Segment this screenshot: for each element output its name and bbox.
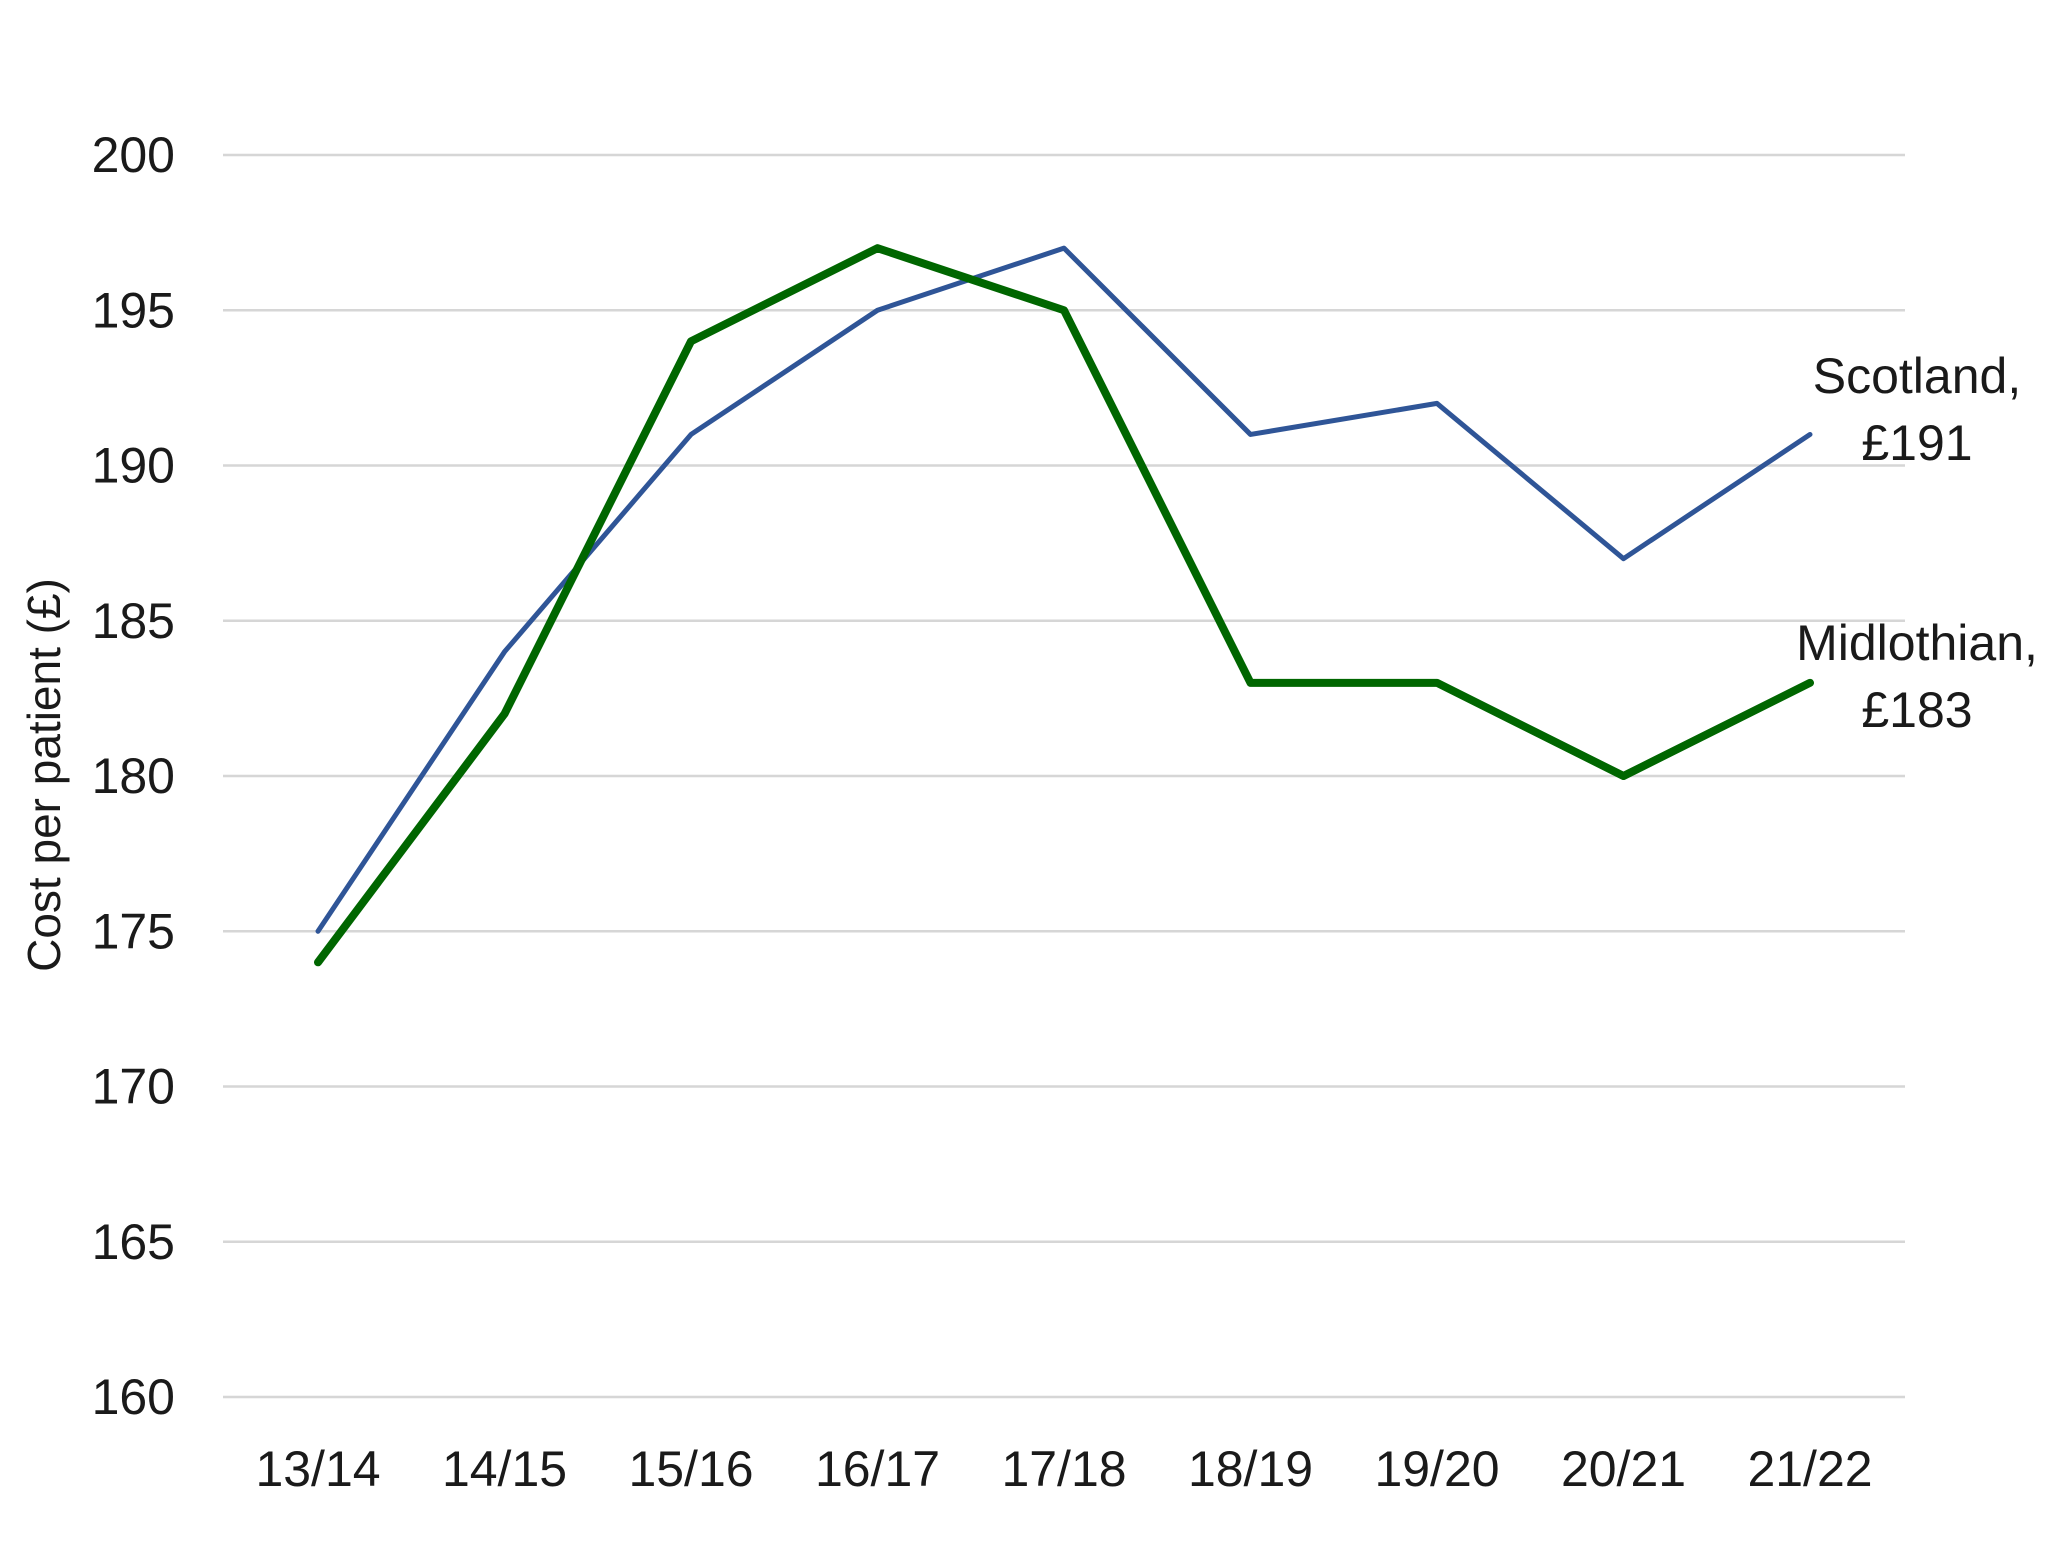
x-tick-label: 16/17 [815,1441,940,1497]
x-tick-label: 21/22 [1747,1441,1872,1497]
annotation-scotland-name: Scotland, [1813,348,2021,404]
y-tick-label: 190 [92,438,175,494]
annotation-midlothian-name: Midlothian, [1796,615,2038,671]
series-line-scotland [318,248,1810,931]
x-tick-label: 17/18 [1001,1441,1126,1497]
y-tick-label: 180 [92,748,175,804]
x-tick-label: 20/21 [1561,1441,1686,1497]
y-axis-title: Cost per patient (£) [18,578,70,972]
gridlines [223,155,1905,1397]
y-tick-label: 185 [92,593,175,649]
y-tick-label: 160 [92,1369,175,1425]
x-axis-tick-labels: 13/14 14/15 15/16 16/17 17/18 18/19 19/20 20/21… [255,1441,1872,1497]
end-annotations: Scotland, £191 Midlothian, £183 [1796,348,2038,738]
x-tick-label: 19/20 [1374,1441,1499,1497]
annotation-scotland-value: £191 [1861,415,1972,471]
y-tick-label: 175 [92,903,175,959]
x-tick-label: 15/16 [628,1441,753,1497]
x-tick-label: 13/14 [255,1441,380,1497]
y-tick-label: 200 [92,127,175,183]
y-tick-label: 165 [92,1214,175,1270]
y-axis-tick-labels: 160 165 170 175 180 185 190 195 200 [92,127,175,1425]
y-tick-label: 195 [92,282,175,338]
series-lines [318,248,1810,962]
annotation-midlothian-value: £183 [1861,682,1972,738]
x-tick-label: 18/19 [1188,1441,1313,1497]
x-tick-label: 14/15 [442,1441,567,1497]
y-tick-label: 170 [92,1059,175,1115]
